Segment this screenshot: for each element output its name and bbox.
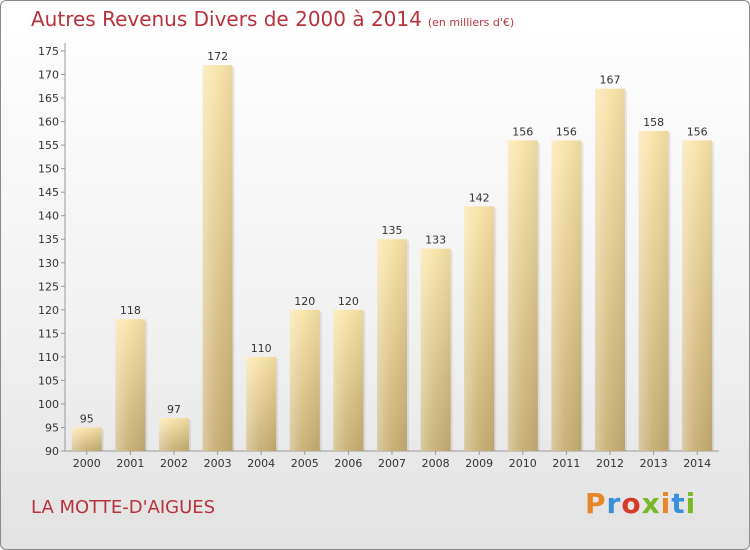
x-tick-label: 2013 [640,457,668,470]
data-label: 156 [556,125,577,138]
data-label: 133 [425,234,446,247]
y-tick-label: 110 [38,351,59,364]
logo-letter: x [641,487,661,520]
logo-letter: i [660,487,672,520]
x-tick-label: 2006 [334,457,362,470]
data-label: 156 [687,125,708,138]
data-label: 95 [80,412,94,425]
y-tick-label: 90 [45,445,59,458]
bar-sheen [289,309,320,451]
bar-sheen [159,418,189,451]
y-tick-label: 125 [38,280,59,293]
data-label: 120 [294,295,315,308]
x-tick-label: 2000 [73,457,101,470]
x-tick-label: 2005 [291,457,319,470]
x-tick-label: 2010 [509,457,537,470]
x-tick-label: 2004 [247,457,275,470]
bar-sheen [115,319,146,451]
data-label: 167 [600,74,621,87]
bar-sheen [420,248,451,451]
bar-sheen [464,206,495,451]
x-tick-label: 2007 [378,457,406,470]
y-tick-label: 170 [38,69,59,82]
x-tick-label: 2001 [116,457,144,470]
logo-letter: t [671,487,686,520]
bar-sheen [682,140,713,452]
chart-subtitle: (en milliers d'€) [427,16,515,29]
data-label: 135 [382,224,403,237]
logo-letter: P [585,487,607,520]
data-label: 172 [207,50,228,63]
bar-sheen [246,356,277,451]
y-tick-label: 165 [38,92,59,105]
y-tick-label: 120 [38,304,59,317]
y-tick-label: 115 [38,327,59,340]
y-tick-label: 100 [38,398,59,411]
bar-sheen [71,427,102,451]
y-tick-label: 145 [38,186,59,199]
chart-title: Autres Revenus Divers de 2000 à 2014 (en … [31,7,514,31]
place-name: LA MOTTE-D'AIGUES [31,497,216,518]
y-tick-label: 160 [38,116,59,129]
x-tick-label: 2014 [683,457,711,470]
bar-sheen [638,131,669,451]
x-tick-label: 2012 [596,457,624,470]
y-tick-label: 105 [38,374,59,387]
y-tick-label: 150 [38,163,59,176]
bar-sheen [202,65,233,451]
proxiti-logo: Proxiti [585,487,696,520]
x-tick-label: 2002 [160,457,188,470]
data-label: 120 [338,295,359,308]
y-tick-label: 135 [38,233,59,246]
x-tick-label: 2011 [552,457,580,470]
bar-sheen [551,140,582,452]
logo-letter: i [685,487,697,520]
data-label: 142 [469,191,490,204]
y-tick-label: 130 [38,257,59,270]
data-label: 97 [167,403,181,416]
logo-letter: o [621,487,642,520]
y-tick-label: 95 [45,421,59,434]
bar-sheen [333,309,364,451]
data-label: 118 [120,304,141,317]
logo-letter: r [606,487,622,520]
data-label: 158 [643,116,664,129]
x-tick-label: 2008 [422,457,450,470]
bar-sheen [377,239,407,451]
x-tick-label: 2003 [204,457,232,470]
data-label: 110 [251,342,272,355]
bar-sheen [595,88,625,451]
data-label: 156 [512,125,533,138]
x-tick-label: 2009 [465,457,493,470]
y-tick-label: 155 [38,139,59,152]
chart-title-text: Autres Revenus Divers de 2000 à 2014 [31,7,422,31]
bar-sheen [507,140,538,452]
y-tick-label: 175 [38,45,59,58]
y-tick-label: 140 [38,210,59,223]
